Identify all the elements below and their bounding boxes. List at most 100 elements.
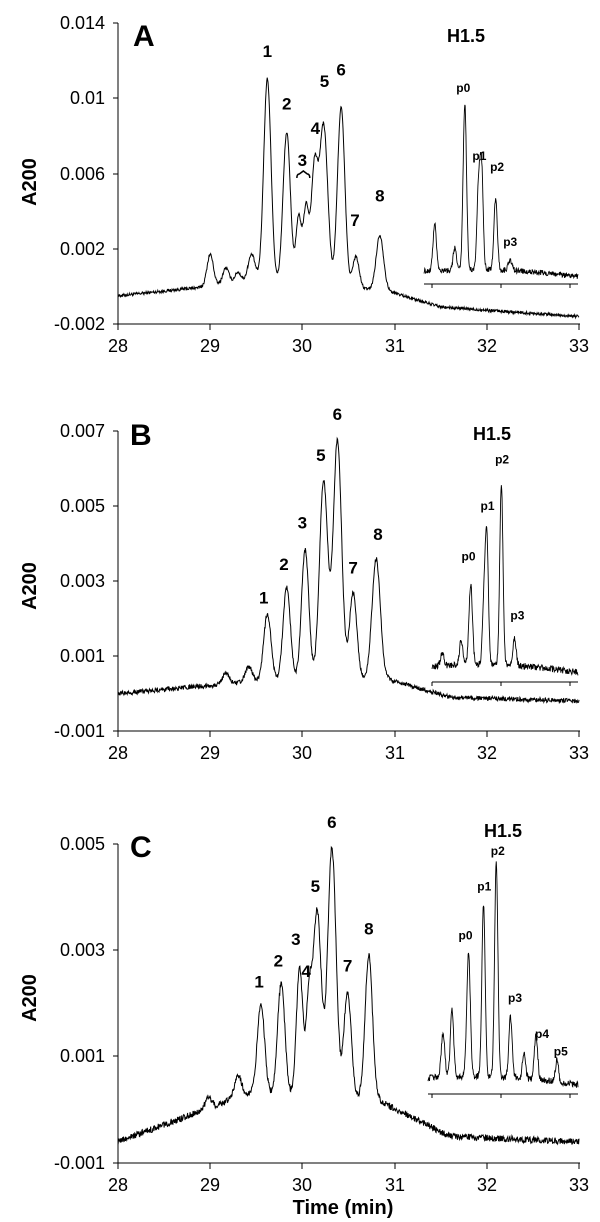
y-tick-label: 0.014 <box>60 13 105 33</box>
peak-label: 8 <box>375 187 384 206</box>
y-tick-label: 0.002 <box>60 239 105 259</box>
x-ticks: 28 29 30 31 32 33 <box>108 731 589 763</box>
inset-trace <box>423 104 579 280</box>
chromatogram-trace <box>117 436 580 705</box>
inset-peak-label: p1 <box>477 880 491 894</box>
peak-label: 5 <box>320 72 329 91</box>
y-axis-label: A200 <box>19 562 41 610</box>
peak-label: 2 <box>282 95 291 114</box>
x-tick-label: 33 <box>569 743 589 763</box>
peak-label: 7 <box>348 559 357 578</box>
peak-label: 4 <box>311 119 321 138</box>
x-tick-label: 30 <box>292 1175 312 1195</box>
x-tick-label: 33 <box>569 1175 589 1195</box>
peak-label: 4 <box>301 962 311 981</box>
inset-peak-label: p0 <box>461 550 475 564</box>
y-tick-label: 0.001 <box>60 1046 105 1066</box>
inset-title: H1.5 <box>473 424 511 444</box>
panel-a: A A200 -0.002 0.002 0.006 0.01 0.014 28 <box>19 13 589 356</box>
svg-text:A200: A200 <box>19 158 41 206</box>
x-tick-label: 28 <box>108 336 128 356</box>
inset-h1-5: H1.5 p0 p1 p2 p3 <box>431 424 579 686</box>
peak-label: 8 <box>364 919 373 938</box>
inset-trace <box>427 861 579 1088</box>
inset-peak-label: p2 <box>491 844 505 858</box>
inset-peak-label: p2 <box>490 160 504 174</box>
inset-peak-label: p1 <box>472 149 486 163</box>
svg-text:A200: A200 <box>19 974 41 1022</box>
y-tick-label: 0.006 <box>60 164 105 184</box>
peak-label: 6 <box>327 813 336 832</box>
y-axis-label: A200 <box>19 974 41 1022</box>
peak-label: 1 <box>259 589 268 608</box>
y-ticks: -0.002 0.002 0.006 0.01 0.014 <box>54 13 118 334</box>
peak-labels: 1 2 3 5 6 7 8 <box>259 405 383 608</box>
chromatogram-trace <box>117 77 580 320</box>
inset-peak-label: p5 <box>554 1045 568 1059</box>
x-tick-label: 30 <box>292 336 312 356</box>
y-tick-label: 0.003 <box>60 940 105 960</box>
x-tick-label: 31 <box>385 336 405 356</box>
y-ticks: -0.001 0.001 0.003 0.005 <box>54 834 118 1173</box>
x-ticks: 28 29 30 31 32 33 <box>108 324 589 356</box>
inset-peak-label: p3 <box>510 609 524 623</box>
chromatogram-trace <box>117 845 580 1146</box>
peak-label: 3 <box>298 151 307 170</box>
y-tick-label: 0.003 <box>60 571 105 591</box>
inset-peak-label: p2 <box>495 452 509 466</box>
x-tick-label: 32 <box>477 1175 497 1195</box>
peak-label: 2 <box>274 951 283 970</box>
peak-label: 7 <box>350 211 359 230</box>
y-tick-label: -0.001 <box>54 721 105 741</box>
peak-label: 3 <box>298 514 307 533</box>
peak-label: 2 <box>279 555 288 574</box>
panel-letter-b: B <box>130 419 152 452</box>
x-tick-label: 31 <box>385 1175 405 1195</box>
x-ticks: 28 29 30 31 32 33 <box>108 1163 589 1195</box>
x-tick-label: 29 <box>200 336 220 356</box>
peak-label: 7 <box>343 957 352 976</box>
inset-peak-label: p3 <box>503 235 517 249</box>
inset-peak-label: p4 <box>535 1027 549 1041</box>
peak-label: 5 <box>316 446 325 465</box>
x-tick-label: 28 <box>108 743 128 763</box>
inset-peak-labels: p0 p1 p2 p3 <box>461 452 524 622</box>
x-tick-label: 32 <box>477 336 497 356</box>
inset-title: H1.5 <box>484 821 522 841</box>
inset-h1-5: H1.5 p0 p1 p2 p3 <box>423 26 579 288</box>
x-tick-label: 32 <box>477 743 497 763</box>
inset-peak-label: p0 <box>458 929 472 943</box>
peak-label: 1 <box>254 973 263 992</box>
inset-trace <box>431 485 579 676</box>
peak-labels: 1 2 3 4 5 6 7 8 <box>254 813 373 992</box>
peak-label: 1 <box>263 42 272 61</box>
x-tick-label: 33 <box>569 336 589 356</box>
x-tick-label: 29 <box>200 1175 220 1195</box>
peak-label: 3 <box>291 930 300 949</box>
inset-title: H1.5 <box>447 26 485 46</box>
x-axis-title: Time (min) <box>293 1197 394 1219</box>
panel-c: C A200 -0.001 0.001 0.003 0.005 28 29 30 <box>19 813 589 1219</box>
inset-h1-5: H1.5 p0 p1 p2 p3 p4 p5 <box>427 821 579 1098</box>
inset-peak-label: p0 <box>456 81 470 95</box>
peak-labels: 1 2 3 4 5 6 7 8 <box>263 42 385 230</box>
inset-peak-label: p3 <box>508 991 522 1005</box>
y-tick-label: 0.007 <box>60 421 105 441</box>
x-tick-label: 28 <box>108 1175 128 1195</box>
svg-text:A200: A200 <box>19 562 41 610</box>
y-tick-label: 0.01 <box>70 88 105 108</box>
y-tick-label: 0.005 <box>60 834 105 854</box>
y-tick-label: 0.001 <box>60 646 105 666</box>
peak-label: 6 <box>336 61 345 80</box>
inset-peak-labels: p0 p1 p2 p3 <box>456 81 517 249</box>
y-tick-label: -0.002 <box>54 314 105 334</box>
peak-3-bracket <box>296 170 311 178</box>
inset-peak-labels: p0 p1 p2 p3 p4 p5 <box>458 844 568 1059</box>
x-tick-label: 29 <box>200 743 220 763</box>
y-tick-label: -0.001 <box>54 1153 105 1173</box>
panel-letter-a: A <box>133 20 155 53</box>
y-axis-label: A200 <box>19 158 41 206</box>
y-ticks: -0.001 0.001 0.003 0.005 0.007 <box>54 421 118 741</box>
panel-letter-c: C <box>130 831 152 864</box>
